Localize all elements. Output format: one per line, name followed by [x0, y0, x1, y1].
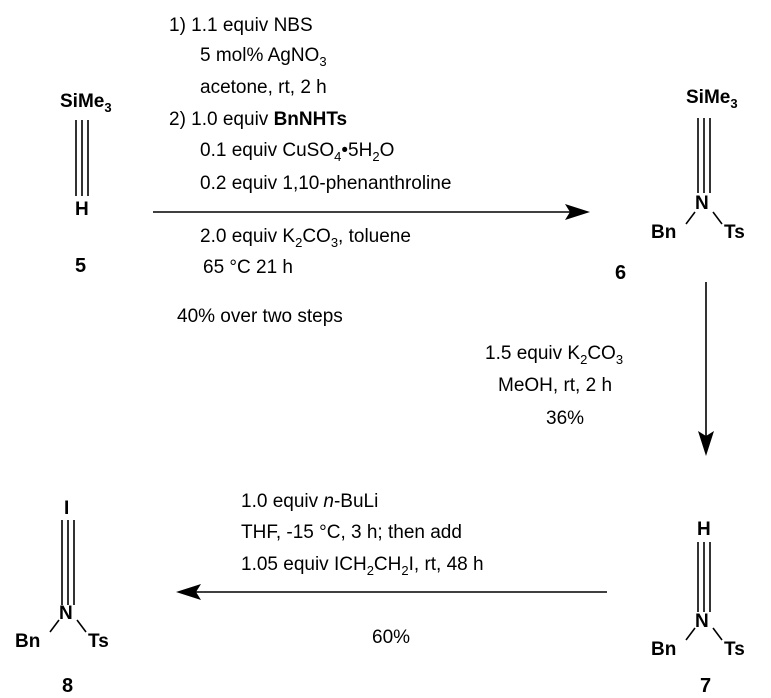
- triple-bond-8: [61, 520, 75, 605]
- triple-bond-7: [697, 542, 711, 612]
- step1-line4: 2) 1.0 equiv BnNHTs: [169, 109, 348, 130]
- compound-7-top: H: [697, 519, 711, 540]
- step3-line2: THF, -15 °C, 3 h; then add: [241, 522, 462, 543]
- compound-7-label: 7: [700, 675, 712, 697]
- compound-8-bn: Bn: [15, 631, 41, 652]
- compound-6-top: SiMe3: [686, 87, 738, 111]
- compound-8-top: I: [64, 498, 70, 519]
- n-bonds-7: [685, 627, 723, 641]
- triple-bond-5: [75, 120, 89, 196]
- step3-yield: 60%: [372, 627, 411, 648]
- step3-line3: 1.05 equiv ICH2CH2I, rt, 48 h: [241, 554, 484, 578]
- arrow-step1: [153, 204, 590, 220]
- step1-line6: 0.2 equiv 1,10-phenanthroline: [200, 173, 452, 194]
- step1-line2: 5 mol% AgNO3: [200, 45, 327, 69]
- compound-6-bn: Bn: [651, 222, 677, 243]
- compound-5-bottom: H: [75, 199, 89, 220]
- step2-line1: 1.5 equiv K2CO3: [485, 343, 624, 367]
- compound-5-label: 5: [75, 255, 87, 277]
- compound-6-n: N: [695, 193, 709, 214]
- compound-8-n: N: [59, 603, 73, 624]
- compound-6-label: 6: [615, 262, 627, 284]
- triple-bond-6: [697, 118, 711, 193]
- step1-line3: acetone, rt, 2 h: [200, 77, 327, 98]
- step2-yield: 36%: [546, 408, 585, 429]
- arrow-step3: [176, 584, 607, 600]
- compound-7-bn: Bn: [651, 639, 677, 660]
- compound-8-label: 8: [62, 675, 74, 697]
- step1-line7: 2.0 equiv K2CO3, toluene: [200, 226, 411, 250]
- n-bonds-6: [685, 211, 723, 225]
- compound-7-n: N: [695, 611, 709, 632]
- compound-5-top: SiMe3: [60, 91, 112, 115]
- arrow-step2: [698, 282, 714, 456]
- step1-line1: 1) 1.1 equiv NBS: [169, 15, 313, 36]
- n-bonds-8: [49, 619, 87, 633]
- step2-line2: MeOH, rt, 2 h: [498, 375, 613, 396]
- step1-line5: 0.1 equiv CuSO4•5H2O: [200, 140, 395, 164]
- step1-yield: 40% over two steps: [177, 306, 343, 327]
- compound-8-ts: Ts: [88, 631, 109, 652]
- step1-line8: 65 °C 21 h: [203, 257, 293, 278]
- compound-6-ts: Ts: [724, 222, 745, 243]
- step3-line1: 1.0 equiv n-BuLi: [241, 491, 379, 512]
- compound-7-ts: Ts: [724, 639, 745, 660]
